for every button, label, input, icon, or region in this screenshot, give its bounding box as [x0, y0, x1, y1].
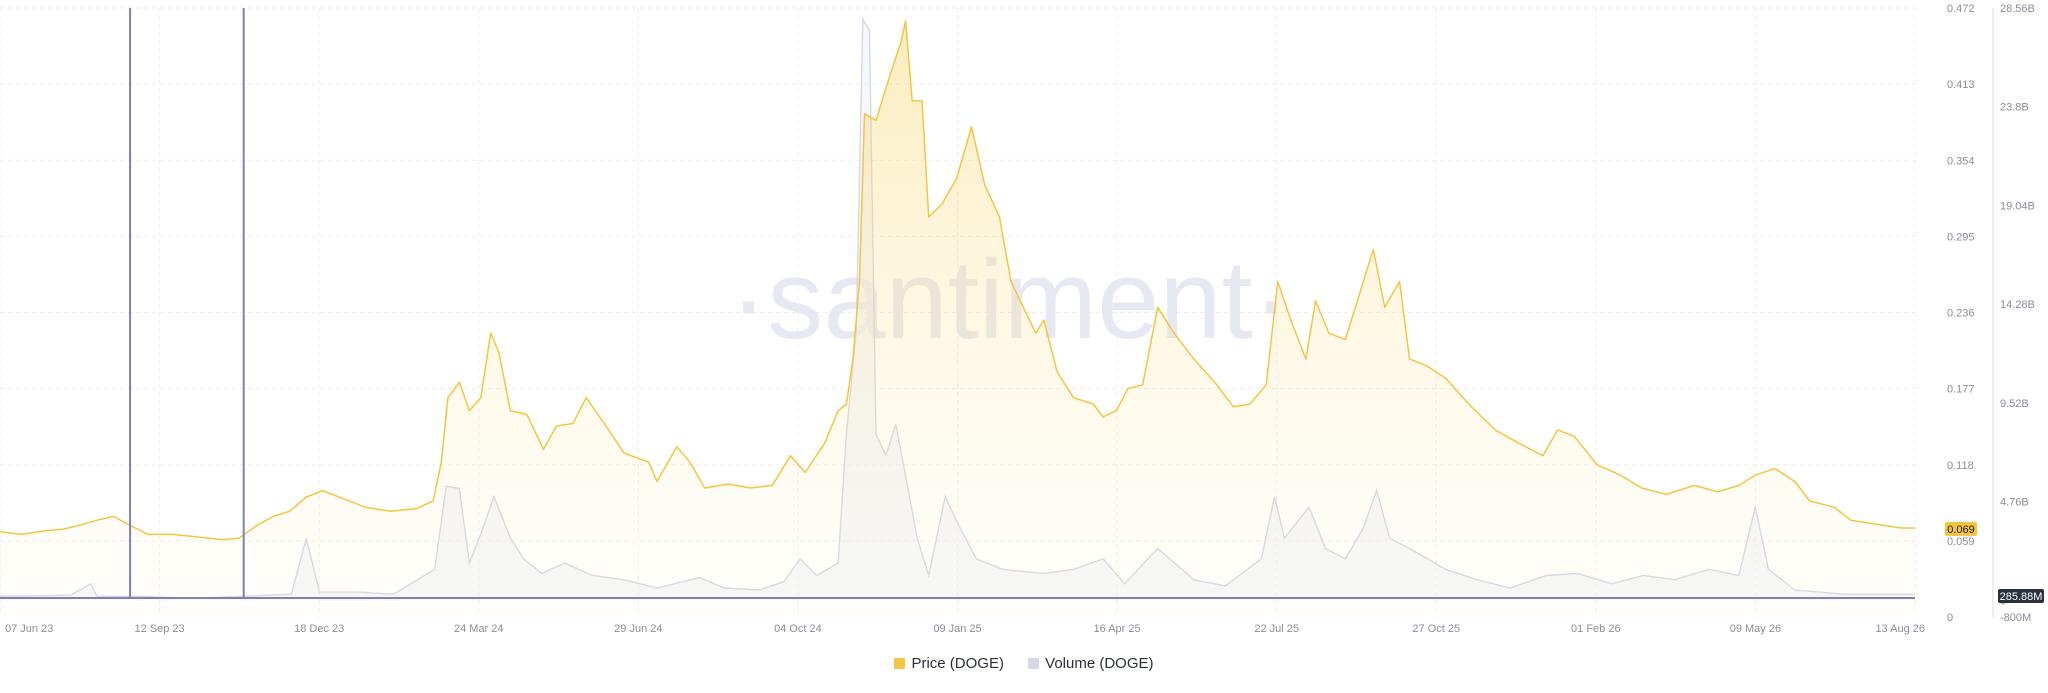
x-tick-label: 16 Apr 25 — [1094, 623, 1141, 635]
x-tick-label: 27 Oct 25 — [1412, 623, 1460, 635]
legend-item-price[interactable]: Price (DOGE) — [894, 655, 1004, 672]
x-tick-label: 24 Mar 24 — [454, 623, 504, 635]
x-tick-label: 12 Sep 23 — [135, 623, 185, 635]
volume-tick-label: 9.52B — [2000, 398, 2029, 410]
volume-tick-label: 14.28B — [2000, 299, 2035, 311]
chart-legend: Price (DOGE) Volume (DOGE) — [0, 655, 2048, 673]
price-tick-label: 0.354 — [1947, 155, 1975, 167]
volume-tick-label: 28.56B — [2000, 3, 2035, 15]
x-tick-label: 18 Dec 23 — [294, 623, 344, 635]
volume-swatch — [1028, 658, 1040, 669]
price-line — [0, 20, 1915, 541]
price-axis-ticks: 0 0.059 0.118 0.177 0.236 0.295 0.354 0.413 0.47… — [1947, 3, 1975, 624]
price-tick-label: 0.295 — [1947, 231, 1975, 243]
x-tick-label: 13 Aug 26 — [1875, 623, 1925, 635]
price-tick-label: 0.236 — [1947, 308, 1975, 320]
legend-label-volume: Volume (DOGE) — [1045, 655, 1154, 672]
price-tick-label: 0 — [1947, 612, 1953, 624]
volume-badge-text: 285.88M — [2000, 591, 2043, 603]
range-markers[interactable] — [0, 8, 1915, 599]
x-tick-label: 29 Jun 24 — [614, 623, 662, 635]
price-tick-label: 0.472 — [1947, 3, 1975, 15]
x-tick-label: 22 Jul 25 — [1254, 623, 1299, 635]
x-tick-label: 01 Feb 26 — [1571, 623, 1621, 635]
x-tick-label: 04 Oct 24 — [774, 623, 822, 635]
price-tick-label: 0.118 — [1947, 460, 1974, 472]
price-badge-text: 0.069 — [1947, 524, 1975, 536]
price-series — [0, 20, 1915, 617]
x-axis-ticks: 07 Jun 23 12 Sep 23 18 Dec 23 24 Mar 24 29 J… — [5, 623, 1925, 635]
volume-tick-label: 4.76B — [2000, 497, 2029, 509]
x-tick-label: 07 Jun 23 — [5, 623, 53, 635]
price-area — [0, 20, 1915, 617]
x-tick-label: 09 May 26 — [1730, 623, 1781, 635]
x-tick-label: 09 Jan 25 — [933, 623, 981, 635]
legend-label-price: Price (DOGE) — [911, 655, 1004, 672]
volume-badge: 285.88M — [1998, 589, 2044, 603]
price-swatch — [894, 658, 906, 669]
price-badge: 0.069 — [1945, 522, 1977, 536]
volume-tick-label: 19.04B — [2000, 200, 2035, 212]
price-tick-label: 0.413 — [1947, 79, 1975, 91]
price-tick-label: 0.177 — [1947, 384, 1975, 396]
volume-tick-label: -800M — [2000, 612, 2031, 624]
price-tick-label: 0.059 — [1947, 536, 1975, 548]
legend-item-volume[interactable]: Volume (DOGE) — [1028, 655, 1154, 672]
volume-tick-label: 23.8B — [2000, 102, 2029, 114]
